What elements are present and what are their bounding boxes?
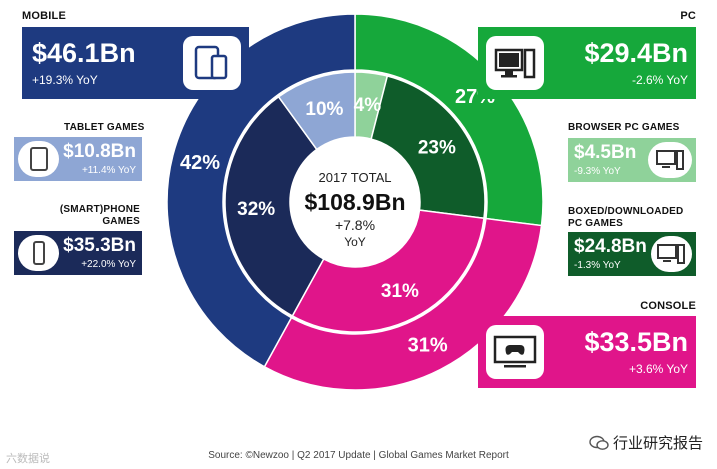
wechat-icon	[589, 435, 609, 450]
phone-icon	[18, 235, 60, 271]
boxed-yoy: -1.3% YoY	[574, 260, 621, 271]
phone-value: $35.3Bn	[63, 235, 136, 256]
outer-pct-console: 31%	[408, 335, 448, 357]
watermark-left: 六数据说	[6, 453, 50, 465]
boxed-title-line2: PC GAMES	[568, 218, 623, 229]
tablet-icon	[18, 141, 60, 177]
console-card: $33.5Bn +3.6% YoY	[478, 316, 696, 388]
inner-pct-console: 31%	[381, 281, 419, 302]
browser-yoy: -9.3% YoY	[574, 166, 621, 177]
monitor-tower-icon	[648, 142, 692, 178]
inner-pct-boxed-downloaded-pc-games: 23%	[418, 137, 456, 158]
boxed-card: $24.8Bn -1.3% YoY	[568, 232, 696, 276]
center-growth: +7.8%	[335, 217, 375, 233]
boxed-title-line1: BOXED/DOWNLOADED	[568, 206, 684, 217]
pc-card: $29.4Bn -2.6% YoY	[478, 27, 696, 99]
center-total: $108.9Bn	[304, 189, 405, 215]
mobile-card: $46.1Bn +19.3% YoY	[22, 27, 249, 99]
outer-ring	[166, 13, 544, 391]
tablet-title: TABLET GAMES	[64, 122, 145, 133]
center-hole	[290, 137, 420, 267]
phone-yoy: +22.0% YoY	[81, 259, 136, 270]
watermark-right: 行业研究报告	[589, 432, 703, 453]
outer-pct-mobile: 42%	[180, 152, 220, 174]
watermark-right-text: 行业研究报告	[612, 435, 703, 452]
phone-title-line1: (SMART)PHONE	[59, 204, 140, 215]
percent-labels: 27%31%42%4%23%31%32%10%	[180, 86, 495, 356]
inner-pct-smart-phone-games: 32%	[237, 199, 275, 220]
tv-gamepad-icon	[486, 325, 544, 379]
browser-value: $4.5Bn	[574, 142, 637, 163]
tablet-phone-icon	[183, 36, 241, 90]
monitor-tower-icon	[650, 236, 692, 272]
phone-card: $35.3Bn +22.0% YoY	[14, 231, 142, 275]
mobile-value: $46.1Bn	[32, 38, 136, 68]
center-growth-unit: YoY	[344, 235, 366, 249]
browser-title: BROWSER PC GAMES	[568, 122, 680, 133]
outer-slice-mobile	[166, 13, 356, 368]
phone-title-line2: GAMES	[102, 216, 140, 227]
center-title: 2017 TOTAL	[319, 170, 392, 185]
pc-title: PC	[680, 10, 696, 22]
inner-ring	[224, 71, 486, 333]
tablet-card: $10.8Bn +11.4% YoY	[14, 137, 142, 181]
tablet-yoy: +11.4% YoY	[81, 165, 136, 176]
boxed-value: $24.8Bn	[574, 236, 647, 257]
pc-yoy: -2.6% YoY	[631, 73, 688, 87]
mobile-yoy: +19.3% YoY	[32, 73, 98, 87]
monitor-tower-icon	[486, 36, 544, 90]
tablet-value: $10.8Bn	[63, 141, 136, 162]
browser-card: $4.5Bn -9.3% YoY	[568, 138, 696, 182]
pc-value: $29.4Bn	[584, 38, 688, 68]
inner-pct-browser-pc-games: 4%	[354, 95, 382, 116]
phone-title: (SMART)PHONE GAMES	[58, 204, 140, 228]
console-yoy: +3.6% YoY	[628, 362, 688, 376]
inner-pct-tablet-games: 10%	[305, 99, 343, 120]
source-note: Source: ©Newzoo | Q2 2017 Update | Globa…	[208, 450, 509, 461]
console-value: $33.5Bn	[584, 327, 688, 357]
mobile-title: MOBILE	[22, 10, 66, 22]
console-title: CONSOLE	[640, 300, 696, 312]
boxed-title: BOXED/DOWNLOADED PC GAMES	[568, 206, 683, 230]
